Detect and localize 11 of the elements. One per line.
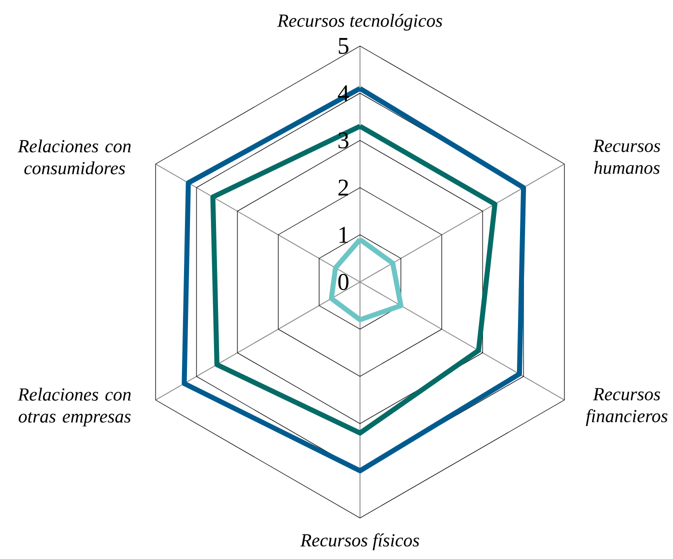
spoke-label: Recursos humanos: [592, 140, 660, 174]
y-tick-label: 3: [338, 132, 348, 148]
spoke-label: Recursos financieros: [586, 388, 668, 426]
y-tick-label: 1: [340, 226, 348, 243]
spoke-label: Relaciones con otras empresas: [18, 388, 131, 426]
spoke-label: Recursos físicos: [300, 533, 420, 550]
spoke-label: Recursos tecnológicos: [277, 14, 442, 31]
spoke-label: Relaciones con consumidores: [18, 139, 131, 174]
y-tick-label: 2: [338, 180, 348, 196]
y-tick-label: 5: [338, 38, 348, 54]
y-tick-label: 0: [338, 274, 348, 290]
